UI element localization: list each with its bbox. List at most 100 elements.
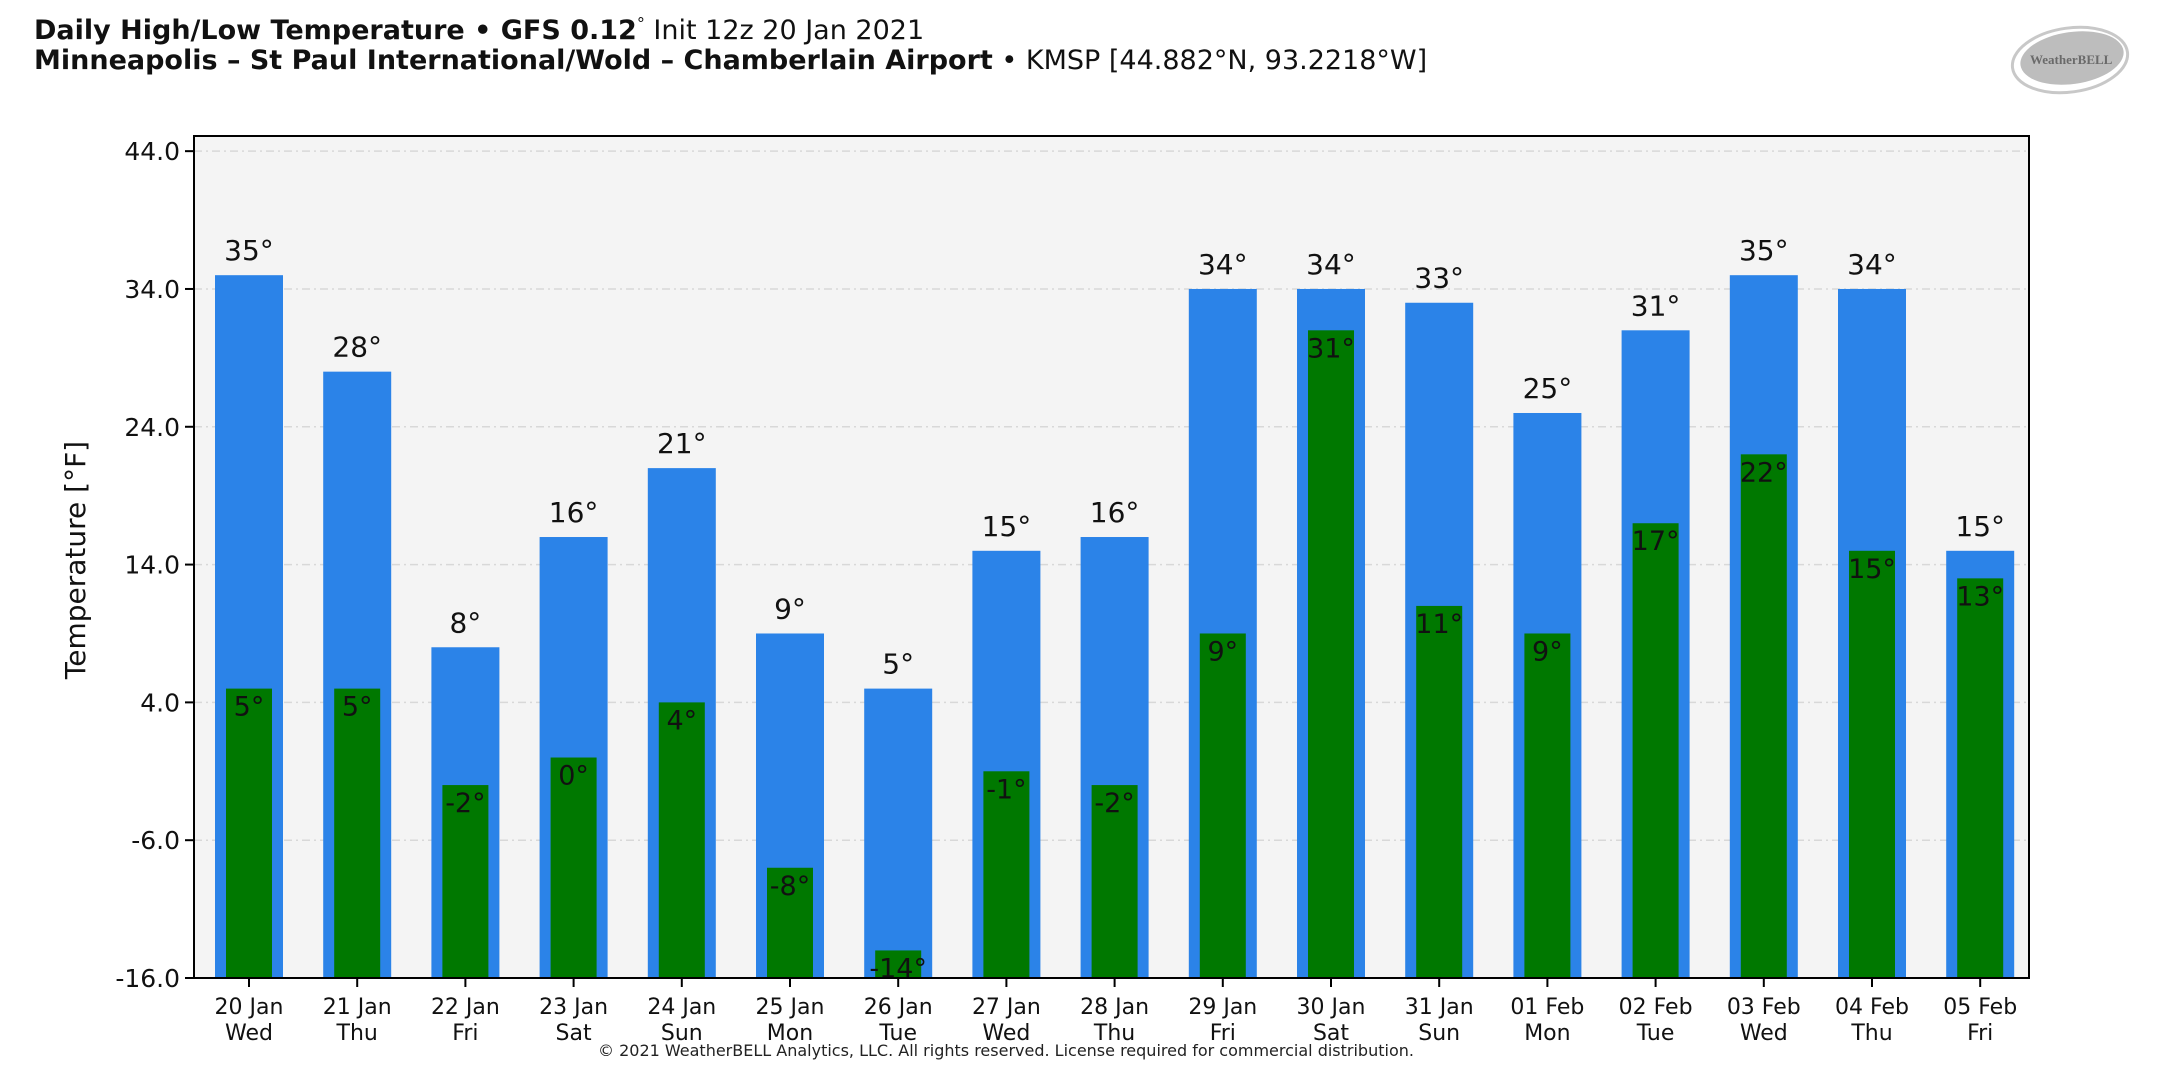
- x-tick-day: Tue: [878, 1021, 917, 1046]
- y-axis: -16.0 -6.0 4.0 14.0 24.0 34.0 44.0: [115, 137, 194, 993]
- low-label: 5°: [342, 692, 373, 723]
- low-label: -2°: [1094, 788, 1134, 819]
- high-label: 34°: [1847, 248, 1897, 281]
- x-tick-date: 05 Feb: [1943, 995, 2017, 1020]
- y-tick-label: 44.0: [124, 137, 180, 166]
- low-bar: [1524, 633, 1571, 978]
- x-tick-day: Wed: [982, 1021, 1030, 1046]
- x-tick-day: Sun: [661, 1021, 703, 1046]
- high-bar: [864, 688, 933, 978]
- plot-frame: [193, 135, 2030, 979]
- chart-title-init: Init 12z 20 Jan 2021: [644, 15, 925, 46]
- low-bar: [442, 785, 489, 978]
- low-label: 0°: [558, 761, 589, 792]
- low-label: 5°: [234, 692, 265, 723]
- low-label: 22°: [1740, 457, 1788, 488]
- high-label: 8°: [449, 606, 481, 639]
- low-bar: [1199, 633, 1246, 978]
- high-label: 34°: [1198, 248, 1248, 281]
- copyright-text: © 2021 WeatherBELL Analytics, LLC. All r…: [598, 1041, 1414, 1060]
- low-bar: [1632, 523, 1679, 978]
- low-bar: [226, 688, 272, 978]
- station-name: Minneapolis – St Paul International/Wold…: [34, 45, 993, 76]
- high-label: 15°: [1955, 510, 2005, 543]
- x-tick-day: Sat: [556, 1021, 592, 1046]
- low-label: -1°: [986, 774, 1026, 805]
- low-bar: [658, 702, 705, 978]
- low-bar: [334, 688, 381, 978]
- low-label: 4°: [666, 705, 697, 736]
- low-label: 9°: [1207, 636, 1238, 667]
- high-label: 16°: [1090, 496, 1140, 529]
- low-bar: [1849, 550, 1895, 978]
- station-title: Minneapolis – St Paul International/Wold…: [34, 45, 1427, 76]
- high-label: 15°: [982, 510, 1032, 543]
- x-tick-day: Thu: [1850, 1021, 1892, 1046]
- x-tick-date: 26 Jan: [864, 995, 933, 1020]
- x-tick-day: Sat: [1313, 1021, 1349, 1046]
- low-bar: [1091, 785, 1138, 978]
- high-label: 34°: [1306, 248, 1356, 281]
- chart-title: Daily High/Low Temperature • GFS 0.12° I…: [34, 14, 924, 46]
- high-label: 28°: [332, 331, 382, 364]
- low-label: 31°: [1307, 333, 1355, 364]
- x-tick-date: 28 Jan: [1080, 995, 1149, 1020]
- high-label: 31°: [1631, 289, 1681, 322]
- x-tick-date: 23 Jan: [539, 995, 608, 1020]
- high-label: 9°: [774, 592, 806, 625]
- low-bar: [767, 867, 813, 978]
- x-tick-date: 22 Jan: [431, 995, 500, 1020]
- x-tick-day: Thu: [336, 1021, 378, 1046]
- x-tick-date: 30 Jan: [1297, 995, 1366, 1020]
- high-label: 25°: [1523, 372, 1573, 405]
- low-bar: [550, 757, 597, 978]
- low-bar: [1308, 330, 1354, 978]
- chart-title-degree: °: [636, 14, 645, 33]
- high-label: 35°: [1739, 234, 1789, 267]
- x-tick-day: Thu: [1093, 1021, 1135, 1046]
- x-tick-day: Sun: [1418, 1021, 1460, 1046]
- x-tick-date: 25 Jan: [756, 995, 825, 1020]
- y-tick-label: 14.0: [124, 551, 180, 580]
- low-label: 15°: [1848, 554, 1896, 585]
- y-axis-label: Temperature [°F]: [59, 441, 92, 680]
- high-label: 33°: [1414, 262, 1464, 295]
- logo-text: WeatherBELL: [2030, 52, 2113, 67]
- high-label: 5°: [882, 648, 914, 681]
- low-label: 13°: [1956, 581, 2004, 612]
- low-bar: [1740, 454, 1787, 979]
- x-tick-date: 29 Jan: [1188, 995, 1257, 1020]
- x-tick-day: Mon: [1524, 1021, 1570, 1046]
- low-bar: [1957, 578, 2004, 978]
- low-bar: [875, 950, 922, 978]
- low-label: 11°: [1415, 609, 1463, 640]
- y-tick-label: 34.0: [124, 275, 180, 304]
- low-bar: [983, 771, 1030, 978]
- x-tick-date: 27 Jan: [972, 995, 1041, 1020]
- x-tick-date: 24 Jan: [647, 995, 716, 1020]
- x-tick-date: 03 Feb: [1727, 995, 1801, 1020]
- high-label: 16°: [549, 496, 599, 529]
- x-tick-day: Fri: [452, 1021, 478, 1046]
- x-tick-day: Tue: [1636, 1021, 1675, 1046]
- x-tick-date: 20 Jan: [215, 995, 284, 1020]
- x-tick-day: Wed: [225, 1021, 273, 1046]
- low-label: 17°: [1632, 526, 1680, 557]
- weatherbell-logo-icon: WeatherBELL: [2010, 25, 2130, 95]
- high-label: 35°: [224, 234, 274, 267]
- low-label: 9°: [1532, 636, 1563, 667]
- x-tick-day: Wed: [1740, 1021, 1788, 1046]
- y-tick-label: 24.0: [124, 413, 180, 442]
- bar-labels: 35°5°28°5°8°-2°16°0°21°4°9°-8°5°-14°15°-…: [224, 234, 2005, 984]
- x-tick-day: Mon: [767, 1021, 813, 1046]
- bars: [215, 275, 2015, 979]
- chart-title-main: Daily High/Low Temperature • GFS 0.12: [34, 15, 637, 46]
- high-label: 21°: [657, 427, 707, 460]
- x-tick-date: 31 Jan: [1405, 995, 1474, 1020]
- low-label: -2°: [445, 788, 485, 819]
- low-bar: [1416, 605, 1463, 978]
- x-tick-day: Fri: [1210, 1021, 1236, 1046]
- low-label: -8°: [770, 871, 810, 902]
